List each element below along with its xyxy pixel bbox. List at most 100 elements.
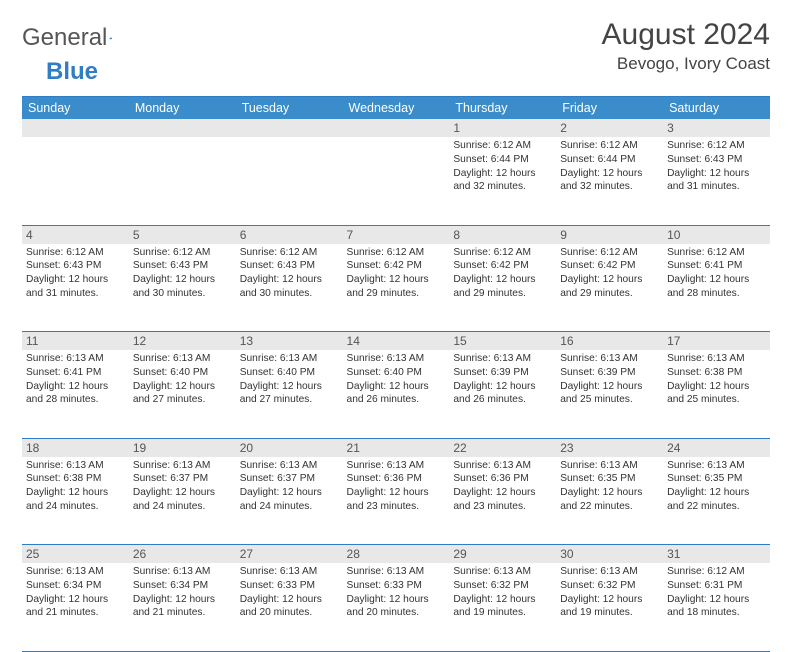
title-block: August 2024 Bevogo, Ivory Coast: [602, 18, 770, 74]
daylight-text: Daylight: 12 hours and 29 minutes.: [347, 273, 446, 301]
sunrise-text: Sunrise: 6:13 AM: [667, 352, 766, 366]
month-title: August 2024: [602, 18, 770, 52]
day-cell: Sunrise: 6:13 AMSunset: 6:35 PMDaylight:…: [556, 457, 663, 545]
day-cell: Sunrise: 6:13 AMSunset: 6:39 PMDaylight:…: [449, 350, 556, 438]
sunset-text: Sunset: 6:31 PM: [667, 579, 766, 593]
sunset-text: Sunset: 6:41 PM: [26, 366, 125, 380]
sunset-text: Sunset: 6:42 PM: [453, 259, 552, 273]
weekday-header: Sunday: [22, 97, 129, 120]
day-number: 10: [667, 228, 680, 242]
day-number: 31: [667, 547, 680, 561]
day-cell: Sunrise: 6:12 AMSunset: 6:42 PMDaylight:…: [343, 244, 450, 332]
day-cell: [22, 137, 129, 225]
logo-text-gray: General: [22, 24, 107, 52]
day-number: 7: [347, 228, 354, 242]
day-content-row: Sunrise: 6:13 AMSunset: 6:34 PMDaylight:…: [22, 563, 770, 651]
daylight-text: Daylight: 12 hours and 26 minutes.: [347, 380, 446, 408]
day-number: 8: [453, 228, 460, 242]
day-cell: Sunrise: 6:13 AMSunset: 6:32 PMDaylight:…: [556, 563, 663, 651]
day-cell: Sunrise: 6:13 AMSunset: 6:35 PMDaylight:…: [663, 457, 770, 545]
sunrise-text: Sunrise: 6:13 AM: [453, 352, 552, 366]
day-number: 3: [667, 121, 674, 135]
sunset-text: Sunset: 6:34 PM: [26, 579, 125, 593]
day-cell: Sunrise: 6:13 AMSunset: 6:39 PMDaylight:…: [556, 350, 663, 438]
day-content-row: Sunrise: 6:12 AMSunset: 6:44 PMDaylight:…: [22, 137, 770, 225]
day-number: 29: [453, 547, 466, 561]
sunset-text: Sunset: 6:43 PM: [240, 259, 339, 273]
location-subtitle: Bevogo, Ivory Coast: [602, 54, 770, 74]
daylight-text: Daylight: 12 hours and 24 minutes.: [240, 486, 339, 514]
day-cell: Sunrise: 6:13 AMSunset: 6:40 PMDaylight:…: [343, 350, 450, 438]
sunset-text: Sunset: 6:35 PM: [560, 472, 659, 486]
daylight-text: Daylight: 12 hours and 27 minutes.: [240, 380, 339, 408]
daylight-text: Daylight: 12 hours and 32 minutes.: [453, 167, 552, 195]
day-number: 15: [453, 334, 466, 348]
daylight-text: Daylight: 12 hours and 28 minutes.: [26, 380, 125, 408]
day-number: 25: [26, 547, 39, 561]
sunrise-text: Sunrise: 6:12 AM: [133, 246, 232, 260]
day-cell: Sunrise: 6:13 AMSunset: 6:37 PMDaylight:…: [129, 457, 236, 545]
day-number-cell: 18: [22, 438, 129, 457]
sunset-text: Sunset: 6:38 PM: [667, 366, 766, 380]
sunrise-text: Sunrise: 6:13 AM: [240, 352, 339, 366]
sunrise-text: Sunrise: 6:13 AM: [453, 565, 552, 579]
day-number: 28: [347, 547, 360, 561]
sunset-text: Sunset: 6:44 PM: [453, 153, 552, 167]
day-cell: Sunrise: 6:13 AMSunset: 6:41 PMDaylight:…: [22, 350, 129, 438]
daylight-text: Daylight: 12 hours and 19 minutes.: [560, 593, 659, 621]
daylight-text: Daylight: 12 hours and 19 minutes.: [453, 593, 552, 621]
day-number-cell: 23: [556, 438, 663, 457]
day-cell: Sunrise: 6:13 AMSunset: 6:38 PMDaylight:…: [663, 350, 770, 438]
day-number-cell: 15: [449, 332, 556, 351]
sunset-text: Sunset: 6:40 PM: [133, 366, 232, 380]
day-number: 6: [240, 228, 247, 242]
sunset-text: Sunset: 6:39 PM: [453, 366, 552, 380]
day-number-cell: 11: [22, 332, 129, 351]
day-number-cell: 26: [129, 545, 236, 564]
day-number: 23: [560, 441, 573, 455]
sunrise-text: Sunrise: 6:13 AM: [453, 459, 552, 473]
day-number: 1: [453, 121, 460, 135]
day-number-row: 25262728293031: [22, 545, 770, 564]
day-number-cell: 5: [129, 225, 236, 244]
day-number: 21: [347, 441, 360, 455]
day-cell: Sunrise: 6:13 AMSunset: 6:33 PMDaylight:…: [343, 563, 450, 651]
day-number: 19: [133, 441, 146, 455]
day-cell: Sunrise: 6:13 AMSunset: 6:36 PMDaylight:…: [449, 457, 556, 545]
daylight-text: Daylight: 12 hours and 24 minutes.: [133, 486, 232, 514]
sunset-text: Sunset: 6:41 PM: [667, 259, 766, 273]
sunrise-text: Sunrise: 6:13 AM: [26, 459, 125, 473]
daylight-text: Daylight: 12 hours and 30 minutes.: [240, 273, 339, 301]
sunset-text: Sunset: 6:33 PM: [347, 579, 446, 593]
day-cell: Sunrise: 6:12 AMSunset: 6:44 PMDaylight:…: [449, 137, 556, 225]
day-number: 13: [240, 334, 253, 348]
sunrise-text: Sunrise: 6:13 AM: [26, 565, 125, 579]
day-number: 17: [667, 334, 680, 348]
daylight-text: Daylight: 12 hours and 25 minutes.: [560, 380, 659, 408]
sunset-text: Sunset: 6:43 PM: [26, 259, 125, 273]
sunset-text: Sunset: 6:42 PM: [347, 259, 446, 273]
day-number: 26: [133, 547, 146, 561]
daylight-text: Daylight: 12 hours and 29 minutes.: [560, 273, 659, 301]
daylight-text: Daylight: 12 hours and 31 minutes.: [667, 167, 766, 195]
sunset-text: Sunset: 6:38 PM: [26, 472, 125, 486]
daylight-text: Daylight: 12 hours and 24 minutes.: [26, 486, 125, 514]
sunset-text: Sunset: 6:43 PM: [133, 259, 232, 273]
day-number-cell: 1: [449, 119, 556, 137]
sunrise-text: Sunrise: 6:12 AM: [560, 139, 659, 153]
weekday-header: Tuesday: [236, 97, 343, 120]
day-number-cell: [129, 119, 236, 137]
sunrise-text: Sunrise: 6:12 AM: [453, 139, 552, 153]
day-number-cell: 19: [129, 438, 236, 457]
day-content-row: Sunrise: 6:13 AMSunset: 6:38 PMDaylight:…: [22, 457, 770, 545]
sunset-text: Sunset: 6:42 PM: [560, 259, 659, 273]
day-number-cell: 24: [663, 438, 770, 457]
sunrise-text: Sunrise: 6:12 AM: [240, 246, 339, 260]
sunset-text: Sunset: 6:32 PM: [453, 579, 552, 593]
sunrise-text: Sunrise: 6:13 AM: [347, 565, 446, 579]
daylight-text: Daylight: 12 hours and 21 minutes.: [26, 593, 125, 621]
sunrise-text: Sunrise: 6:13 AM: [133, 565, 232, 579]
weekday-header: Monday: [129, 97, 236, 120]
daylight-text: Daylight: 12 hours and 27 minutes.: [133, 380, 232, 408]
day-number: 16: [560, 334, 573, 348]
